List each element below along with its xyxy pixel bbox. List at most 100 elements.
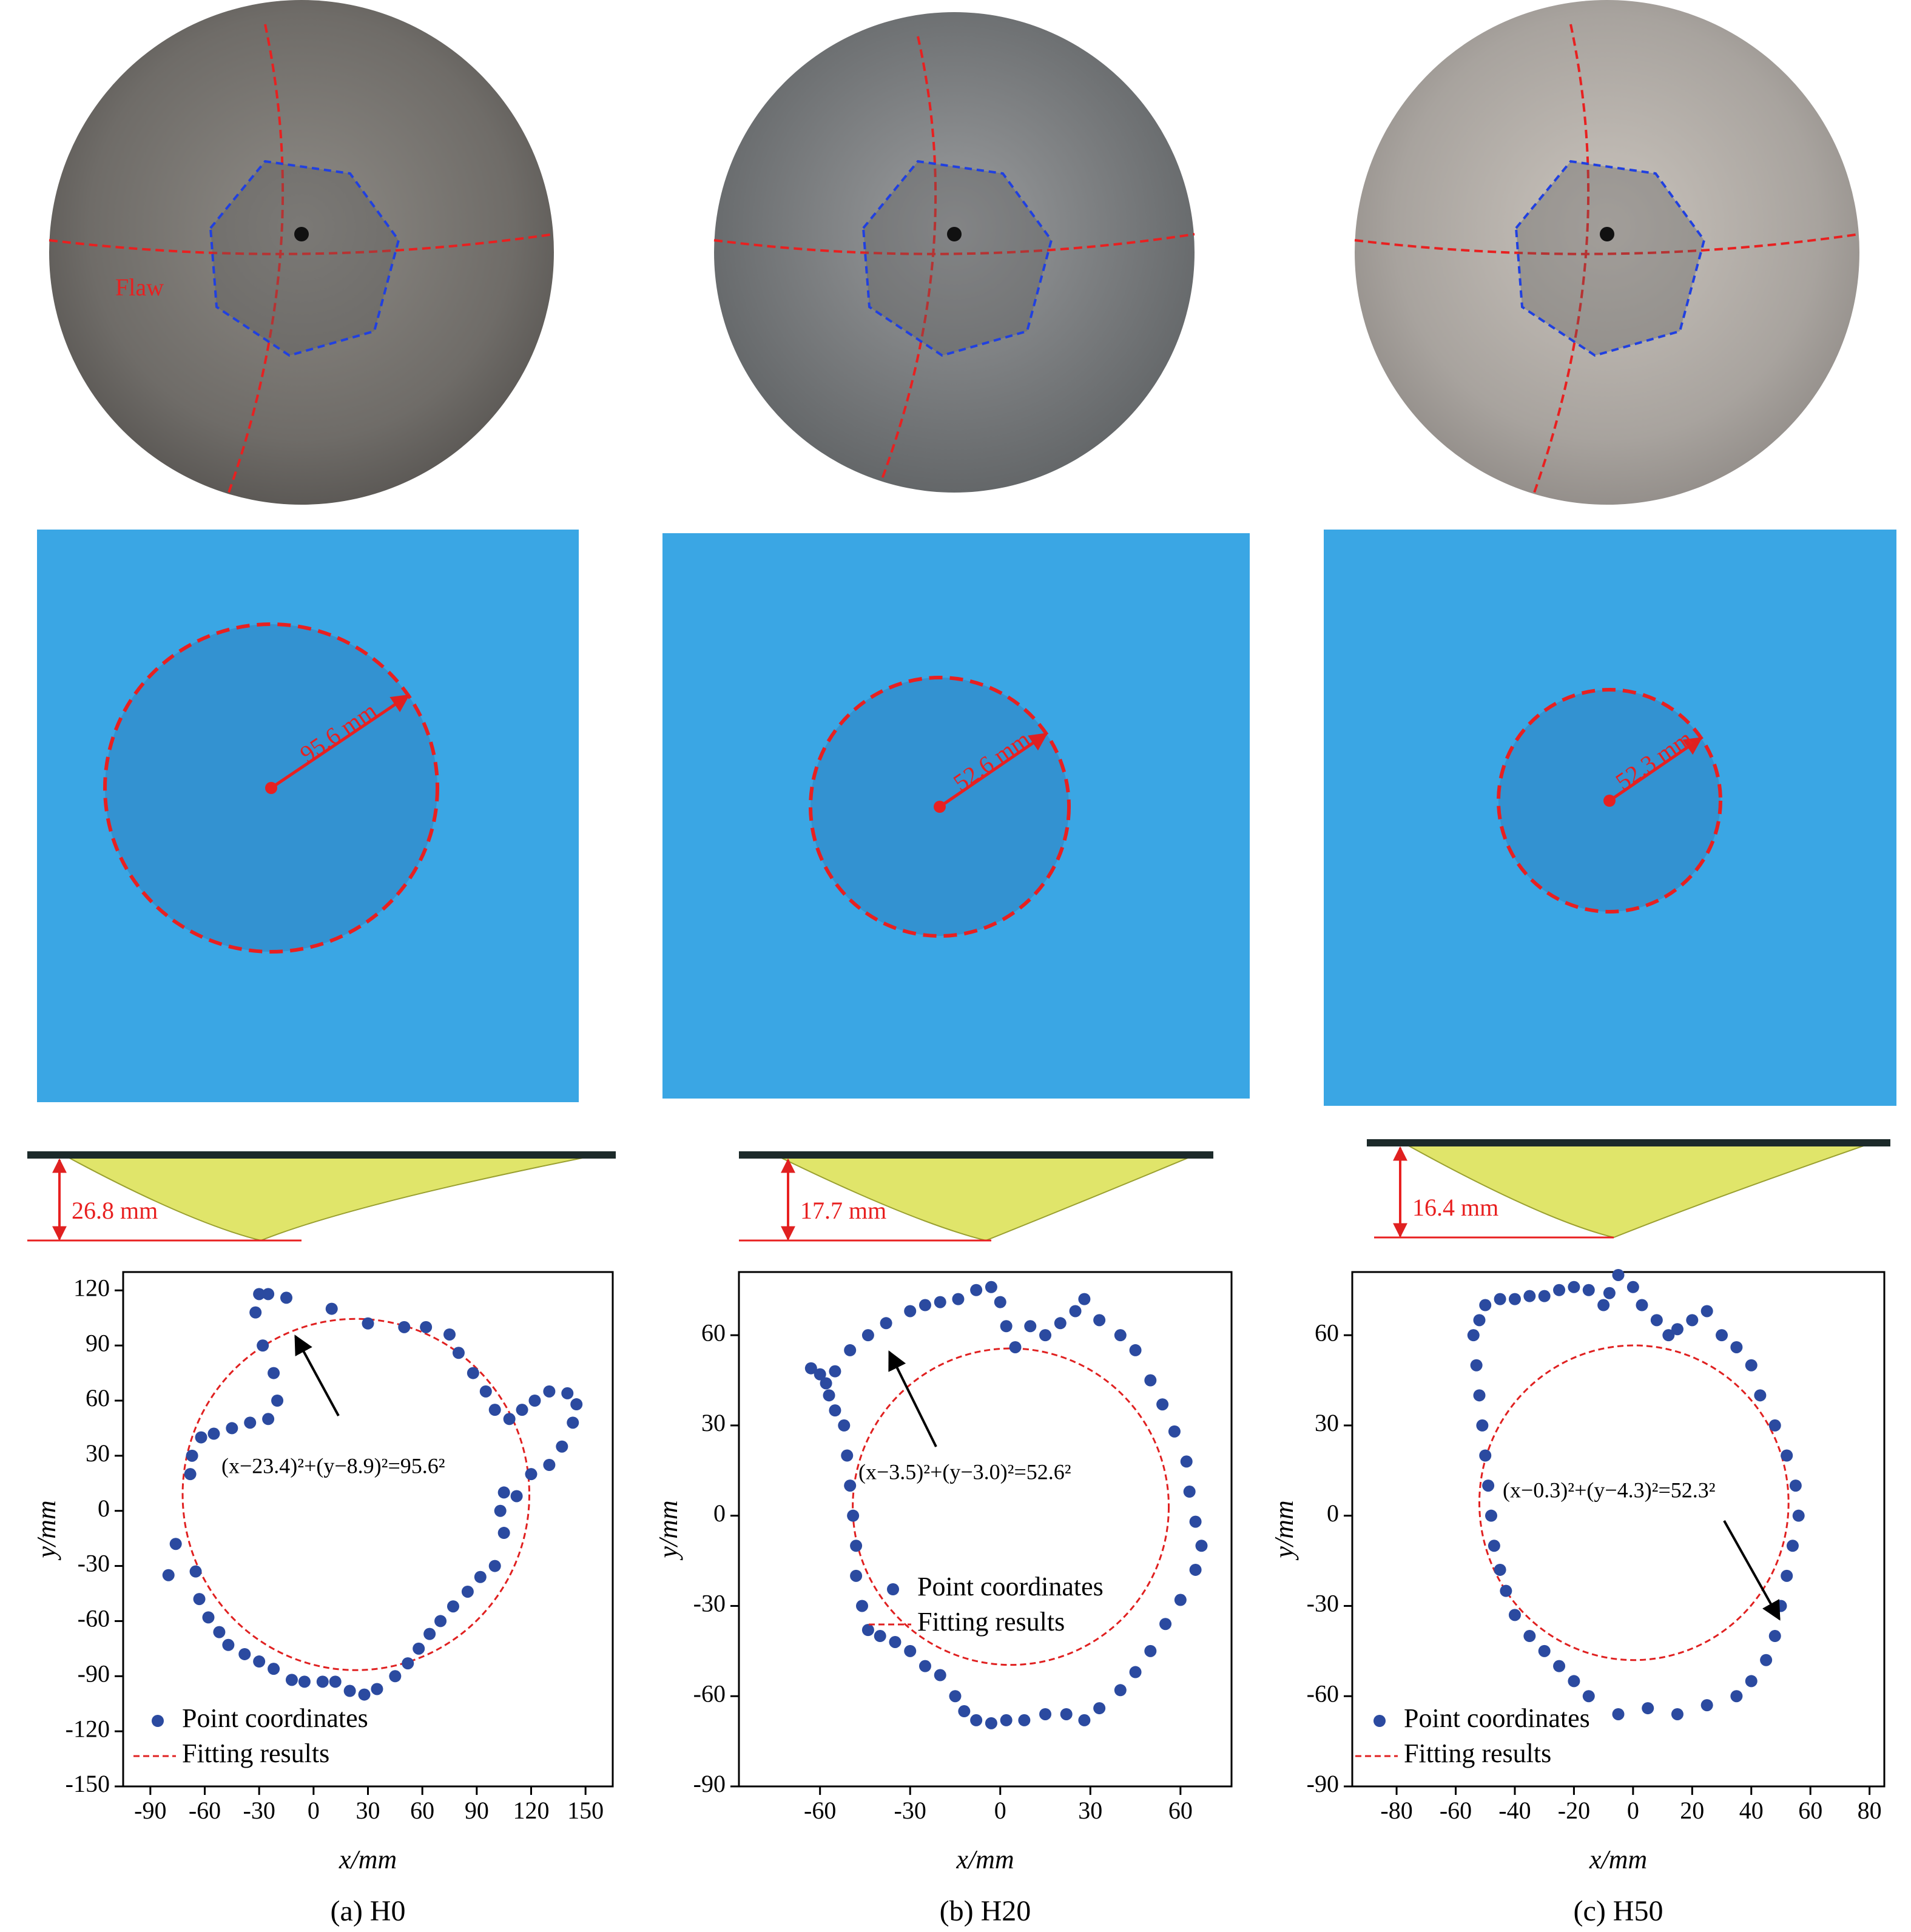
- data-point: [186, 1449, 198, 1462]
- data-point: [1582, 1284, 1595, 1296]
- data-point: [184, 1468, 197, 1481]
- data-point: [570, 1398, 583, 1411]
- data-point: [271, 1395, 284, 1407]
- data-point: [226, 1422, 238, 1435]
- data-point: [371, 1683, 383, 1695]
- data-point: [1144, 1374, 1157, 1387]
- data-point: [253, 1288, 266, 1301]
- depth-label: 16.4 mm: [1412, 1194, 1498, 1221]
- data-point: [847, 1509, 860, 1522]
- data-point: [488, 1560, 501, 1572]
- data-point: [298, 1675, 311, 1688]
- y-tick-label: 0: [98, 1495, 110, 1522]
- data-point: [1479, 1299, 1492, 1311]
- crater-outline: [1514, 160, 1706, 357]
- x-tick-label: 60: [1798, 1797, 1822, 1824]
- x-tick-label: -60: [804, 1797, 836, 1824]
- data-point: [850, 1569, 863, 1582]
- data-point: [262, 1413, 275, 1425]
- x-tick-label: 60: [410, 1797, 434, 1824]
- data-point: [1467, 1329, 1480, 1342]
- data-point: [461, 1585, 474, 1598]
- data-point: [543, 1459, 556, 1471]
- data-point: [1582, 1690, 1595, 1703]
- data-point: [1792, 1509, 1805, 1522]
- data-point: [443, 1328, 456, 1341]
- crack-trace: [49, 24, 554, 493]
- crack-trace: [1354, 24, 1860, 493]
- data-point: [861, 1329, 874, 1342]
- data-point: [904, 1305, 917, 1318]
- data-point: [1183, 1486, 1196, 1498]
- data-point: [567, 1416, 579, 1429]
- data-point: [1144, 1644, 1157, 1657]
- data-point: [285, 1674, 298, 1686]
- data-point: [1754, 1389, 1767, 1402]
- data-point: [1612, 1708, 1625, 1720]
- y-tick-label: 30: [86, 1439, 110, 1467]
- data-point: [934, 1296, 946, 1308]
- data-point: [874, 1630, 886, 1643]
- data-point: [162, 1569, 175, 1581]
- data-point: [1470, 1359, 1483, 1372]
- data-point: [1700, 1699, 1713, 1712]
- data-point: [1626, 1281, 1639, 1293]
- equation-arrow: [888, 1350, 937, 1447]
- borehole: [294, 227, 309, 241]
- data-point: [1789, 1479, 1802, 1492]
- data-point: [497, 1527, 510, 1540]
- fit-equation: (x−23.4)²+(y−8.9)²=95.6²: [221, 1453, 445, 1478]
- data-point: [479, 1385, 492, 1398]
- data-point: [488, 1404, 501, 1416]
- plot-frame: [738, 1271, 1233, 1788]
- equation-arrow: [1723, 1520, 1781, 1621]
- data-point: [516, 1404, 528, 1416]
- panel-caption: (a) H0: [331, 1895, 406, 1927]
- data-point: [195, 1431, 207, 1444]
- data-point: [556, 1440, 568, 1453]
- x-tick-label: -30: [243, 1797, 275, 1824]
- data-point: [1730, 1690, 1743, 1703]
- crater-outline: [861, 160, 1053, 357]
- crack-trace: [713, 36, 1195, 481]
- data-point: [1686, 1314, 1699, 1327]
- data-point: [169, 1538, 182, 1550]
- data-point: [1159, 1618, 1172, 1631]
- legend-label: Point coordinates: [182, 1703, 368, 1733]
- x-tick-label: -40: [1498, 1797, 1531, 1824]
- data-point: [1745, 1675, 1758, 1688]
- data-point: [1768, 1419, 1781, 1432]
- data-point: [1716, 1329, 1728, 1342]
- data-point: [420, 1321, 433, 1333]
- data-point: [1189, 1563, 1202, 1576]
- specimen-photo: [714, 12, 1195, 493]
- data-point: [985, 1281, 997, 1293]
- data-point: [1129, 1344, 1142, 1356]
- data-point: [844, 1344, 857, 1356]
- data-point: [253, 1655, 266, 1668]
- y-tick-label: 120: [73, 1274, 110, 1301]
- y-tick-label: 60: [86, 1384, 110, 1412]
- specimen-photo: [49, 0, 554, 505]
- data-point: [1650, 1314, 1663, 1327]
- data-point: [918, 1299, 931, 1311]
- data-point: [329, 1675, 342, 1688]
- x-tick-label: 80: [1858, 1797, 1882, 1824]
- depth-profile: [1401, 1142, 1873, 1239]
- data-point: [1781, 1569, 1793, 1582]
- data-point: [1168, 1425, 1181, 1438]
- y-tick-label: 60: [701, 1319, 726, 1346]
- x-tick-label: -80: [1380, 1797, 1412, 1824]
- data-point: [1553, 1284, 1566, 1296]
- data-point: [1039, 1329, 1052, 1342]
- data-point: [1568, 1281, 1580, 1293]
- data-point: [889, 1635, 902, 1648]
- data-point: [561, 1387, 574, 1399]
- data-point: [856, 1600, 868, 1612]
- data-point: [880, 1317, 892, 1330]
- fit-circle: [181, 1318, 531, 1671]
- data-point: [804, 1362, 817, 1375]
- data-point: [1473, 1389, 1486, 1402]
- data-point: [510, 1490, 523, 1503]
- y-tick-label: -60: [1307, 1680, 1339, 1707]
